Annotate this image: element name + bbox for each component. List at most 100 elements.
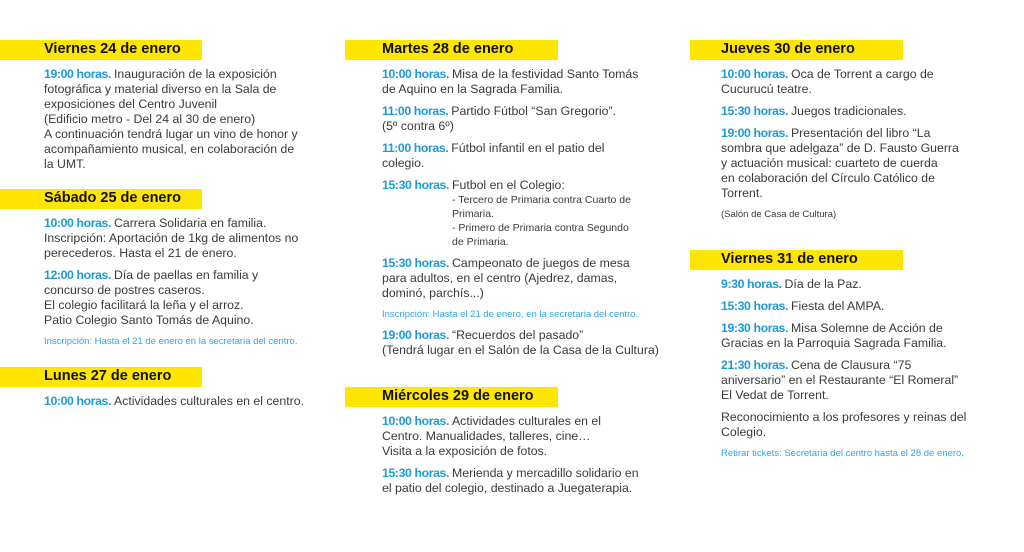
event-text: Reconocimiento a los profesores y reinas… <box>721 410 966 425</box>
event-entry: 10:00 horas. Oca de Torrent a cargo de Cuc… <box>721 67 959 97</box>
event-time: 10:00 horas. <box>44 394 111 408</box>
day-section: Viernes 31 de enero 9:30 horas. Día de la … <box>690 250 966 467</box>
event-text-line: Día de paellas en familia y <box>113 268 259 282</box>
event-text: 15:30 horas. Campeonato de juegos de mesa <box>382 256 659 271</box>
event-entry: 10:00 horas. Carrera Solidaria en familia… <box>44 216 298 261</box>
entry-list: 10:00 horas. Carrera Solidaria en familia… <box>0 216 298 348</box>
event-subline: - Tercero de Primaria contra Cuarto de <box>452 194 631 206</box>
event-text: y actuación musical: cuarteto de cuerda <box>721 156 959 171</box>
event-text-line: la UMT. <box>44 157 86 171</box>
event-text-line: Inscripción: Hasta el 21 de enero en la … <box>44 336 298 347</box>
event-text-line: Cena de Clausura “75 <box>790 358 912 372</box>
event-text: Torrent. <box>721 186 959 201</box>
event-text-line: Torrent. <box>721 186 763 200</box>
event-entry: 21:30 horas. Cena de Clausura “75 aniversa… <box>721 358 966 403</box>
event-text-line: dominó, parchís...) <box>382 286 484 300</box>
event-text-line: El Vedat de Torrent. <box>721 388 829 402</box>
event-text-line: A continuación tendrá lugar un vino de h… <box>44 127 298 141</box>
event-text-line: aniversario” en el Restaurante “El Romer… <box>721 373 959 387</box>
event-text-line: Fiesta del AMPA. <box>790 299 885 313</box>
event-entry: 19:00 horas. “Recuerdos del pasado” (Tendr… <box>382 328 659 358</box>
day-title: Viernes 24 de enero <box>44 41 181 57</box>
event-time: 15:30 horas. <box>382 466 449 480</box>
event-text-line: El colegio facilitará la leña y el arroz… <box>44 298 244 312</box>
event-text: 10:00 horas. Actividades culturales en el… <box>44 394 304 409</box>
event-text-line: Futbol en el Colegio: <box>451 178 565 192</box>
event-text: 15:30 horas. Juegos tradicionales. <box>721 104 959 119</box>
event-text-line: Patio Colegio Santo Tomás de Aquino. <box>44 313 254 327</box>
event-time: 11:00 horas. <box>382 104 449 118</box>
event-text: el patio del colegio, destinado a Juegat… <box>382 481 639 496</box>
event-entry: Retirar tickets: Secretaria del centro h… <box>721 447 966 460</box>
day-section: Lunes 27 de enero 10:00 horas. Actividades… <box>0 367 304 416</box>
event-time: 15:30 horas. <box>721 104 788 118</box>
event-text: dominó, parchís...) <box>382 286 659 301</box>
entry-list: 19:00 horas. Inauguración de la exposició… <box>0 67 298 172</box>
event-entry: Inscripción: Hasta el 21 de enero en la … <box>44 335 298 348</box>
registration-note: Retirar tickets: Secretaria del centro h… <box>721 447 966 460</box>
event-text-line: Misa de la festividad Santo Tomás <box>451 67 639 81</box>
day-title: Viernes 31 de enero <box>721 251 858 267</box>
event-text: concurso de postres caseros. <box>44 283 298 298</box>
day-header: Miércoles 29 de enero <box>345 387 558 407</box>
event-time: 10:00 horas. <box>382 67 449 81</box>
event-text-line: Gracias en la Parroquia Sagrada Familia. <box>721 336 947 350</box>
event-text-line: (Salón de Casa de Cultura) <box>721 209 837 220</box>
event-text: Centro. Manualidades, talleres, cine… <box>382 429 639 444</box>
event-text-line: Merienda y mercadillo solidario en <box>451 466 639 480</box>
event-time: 11:00 horas. <box>382 141 449 155</box>
event-text-line: Actividades culturales en el <box>451 414 601 428</box>
event-text: la UMT. <box>44 157 298 172</box>
event-text-line: Centro. Manualidades, talleres, cine… <box>382 429 591 443</box>
entry-list: 10:00 horas. Oca de Torrent a cargo de Cuc… <box>690 67 959 221</box>
event-text: fotográfica y material diverso en la Sal… <box>44 82 298 97</box>
event-text-line: fotográfica y material diverso en la Sal… <box>44 82 277 96</box>
event-text-line: Visita a la exposición de fotos. <box>382 444 548 458</box>
event-text: Gracias en la Parroquia Sagrada Familia. <box>721 336 966 351</box>
event-entry: 19:00 horas. Presentación del libro “La so… <box>721 126 959 201</box>
event-text-line: y actuación musical: cuarteto de cuerda <box>721 156 938 170</box>
event-text-line: Inscripción: Aportación de 1kg de alimen… <box>44 231 299 245</box>
event-text-line: (Tendrá lugar en el Salón de la Casa de … <box>382 343 659 357</box>
event-text: 19:30 horas. Misa Solemne de Acción de <box>721 321 966 336</box>
event-time: 15:30 horas. <box>382 178 449 192</box>
day-header: Viernes 24 de enero <box>0 40 202 60</box>
day-header: Lunes 27 de enero <box>0 367 202 387</box>
event-text-line: perecederos. Hasta el 21 de enero. <box>44 246 237 260</box>
registration-note: Inscripción: Hasta el 21 de enero en la … <box>44 335 298 348</box>
day-title: Lunes 27 de enero <box>44 368 172 384</box>
event-text-line: colegio. <box>382 156 425 170</box>
event-text: 15:30 horas. Fiesta del AMPA. <box>721 299 966 314</box>
event-text-line: Colegio. <box>721 425 767 439</box>
day-title: Jueves 30 de enero <box>721 41 855 57</box>
event-text-line: Juegos tradicionales. <box>790 104 907 118</box>
event-text-line: “Recuerdos del pasado” <box>451 328 584 342</box>
day-title: Martes 28 de enero <box>382 41 514 57</box>
event-text-line: el patio del colegio, destinado a Juegat… <box>382 481 633 495</box>
event-text-line: Día de la Paz. <box>784 277 862 291</box>
event-time: 19:00 horas. <box>44 67 111 81</box>
event-subline: - Primero de Primaria contra Segundo <box>452 222 629 234</box>
event-text: aniversario” en el Restaurante “El Romer… <box>721 373 966 388</box>
event-time: 9:30 horas. <box>721 277 782 291</box>
event-text-line: Campeonato de juegos de mesa <box>451 256 630 270</box>
event-time: 19:30 horas. <box>721 321 788 335</box>
event-text: 9:30 horas. Día de la Paz. <box>721 277 966 292</box>
event-entry: Inscripción: Hasta el 21 de enero, en la… <box>382 308 659 321</box>
entry-list: 10:00 horas. Actividades culturales en el… <box>0 394 304 409</box>
event-time: 12:00 horas. <box>44 268 111 282</box>
day-header: Martes 28 de enero <box>345 40 558 60</box>
event-entry: 10:00 horas. Misa de la festividad Santo … <box>382 67 659 97</box>
day-title: Miércoles 29 de enero <box>382 388 534 404</box>
event-entry: 15:30 horas. Futbol en el Colegio: - Terce… <box>382 178 659 249</box>
event-text-line: acompañamiento musical, en colaboración … <box>44 142 295 156</box>
event-time: 10:00 horas. <box>44 216 111 230</box>
event-time: 10:00 horas. <box>721 67 788 81</box>
event-time: 21:30 horas. <box>721 358 788 372</box>
event-text-line: sombra que adelgaza” de D. Fausto Guerra <box>721 141 959 155</box>
event-text-line: Oca de Torrent a cargo de <box>790 67 934 81</box>
event-text-line: exposiciones del Centro Juvenil <box>44 97 217 111</box>
day-title: Sábado 25 de enero <box>44 190 181 206</box>
event-text: Visita a la exposición de fotos. <box>382 444 639 459</box>
event-text-line: Fútbol infantil en el patio del <box>451 141 605 155</box>
